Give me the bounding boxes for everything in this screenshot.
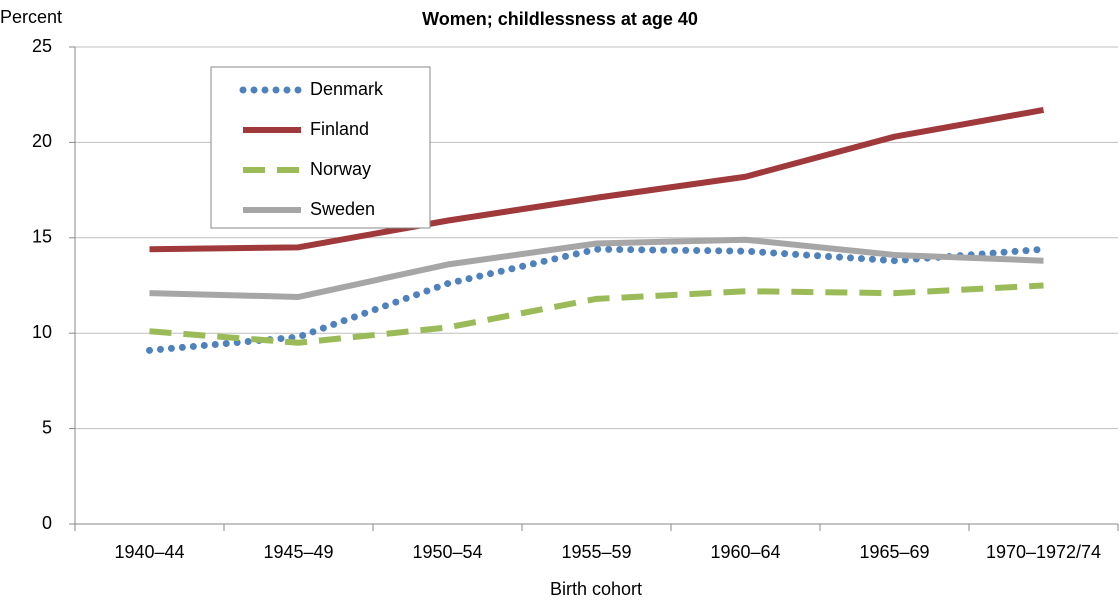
y-tick-label: 0 (42, 513, 52, 533)
x-tick-label: 1970–1972/74 (986, 542, 1101, 562)
x-tick-label: 1940–44 (114, 542, 184, 562)
x-tick-label: 1955–59 (561, 542, 631, 562)
series-line (149, 107, 1045, 253)
series-line (149, 282, 1044, 346)
y-axis-label: Percent (0, 7, 62, 27)
y-tick-label: 25 (32, 36, 52, 56)
y-tick-label: 5 (42, 417, 52, 437)
x-tick-label: 1960–64 (710, 542, 780, 562)
chart-title: Women; childlessness at age 40 (422, 9, 698, 29)
legend-label: Finland (310, 119, 369, 139)
x-tick-label: 1945–49 (263, 542, 333, 562)
x-tick-label: 1950–54 (412, 542, 482, 562)
legend-label: Denmark (310, 79, 384, 99)
legend-box (210, 66, 431, 229)
y-tick-label: 10 (32, 322, 52, 342)
x-tick-label: 1965–69 (859, 542, 929, 562)
y-tick-label: 15 (32, 227, 52, 247)
y-tick-label: 20 (32, 131, 52, 151)
legend-label: Norway (310, 159, 371, 179)
legend-label: Sweden (310, 199, 375, 219)
series-line (146, 245, 1047, 354)
series-line (149, 236, 1044, 300)
x-axis-label: Birth cohort (550, 579, 642, 599)
